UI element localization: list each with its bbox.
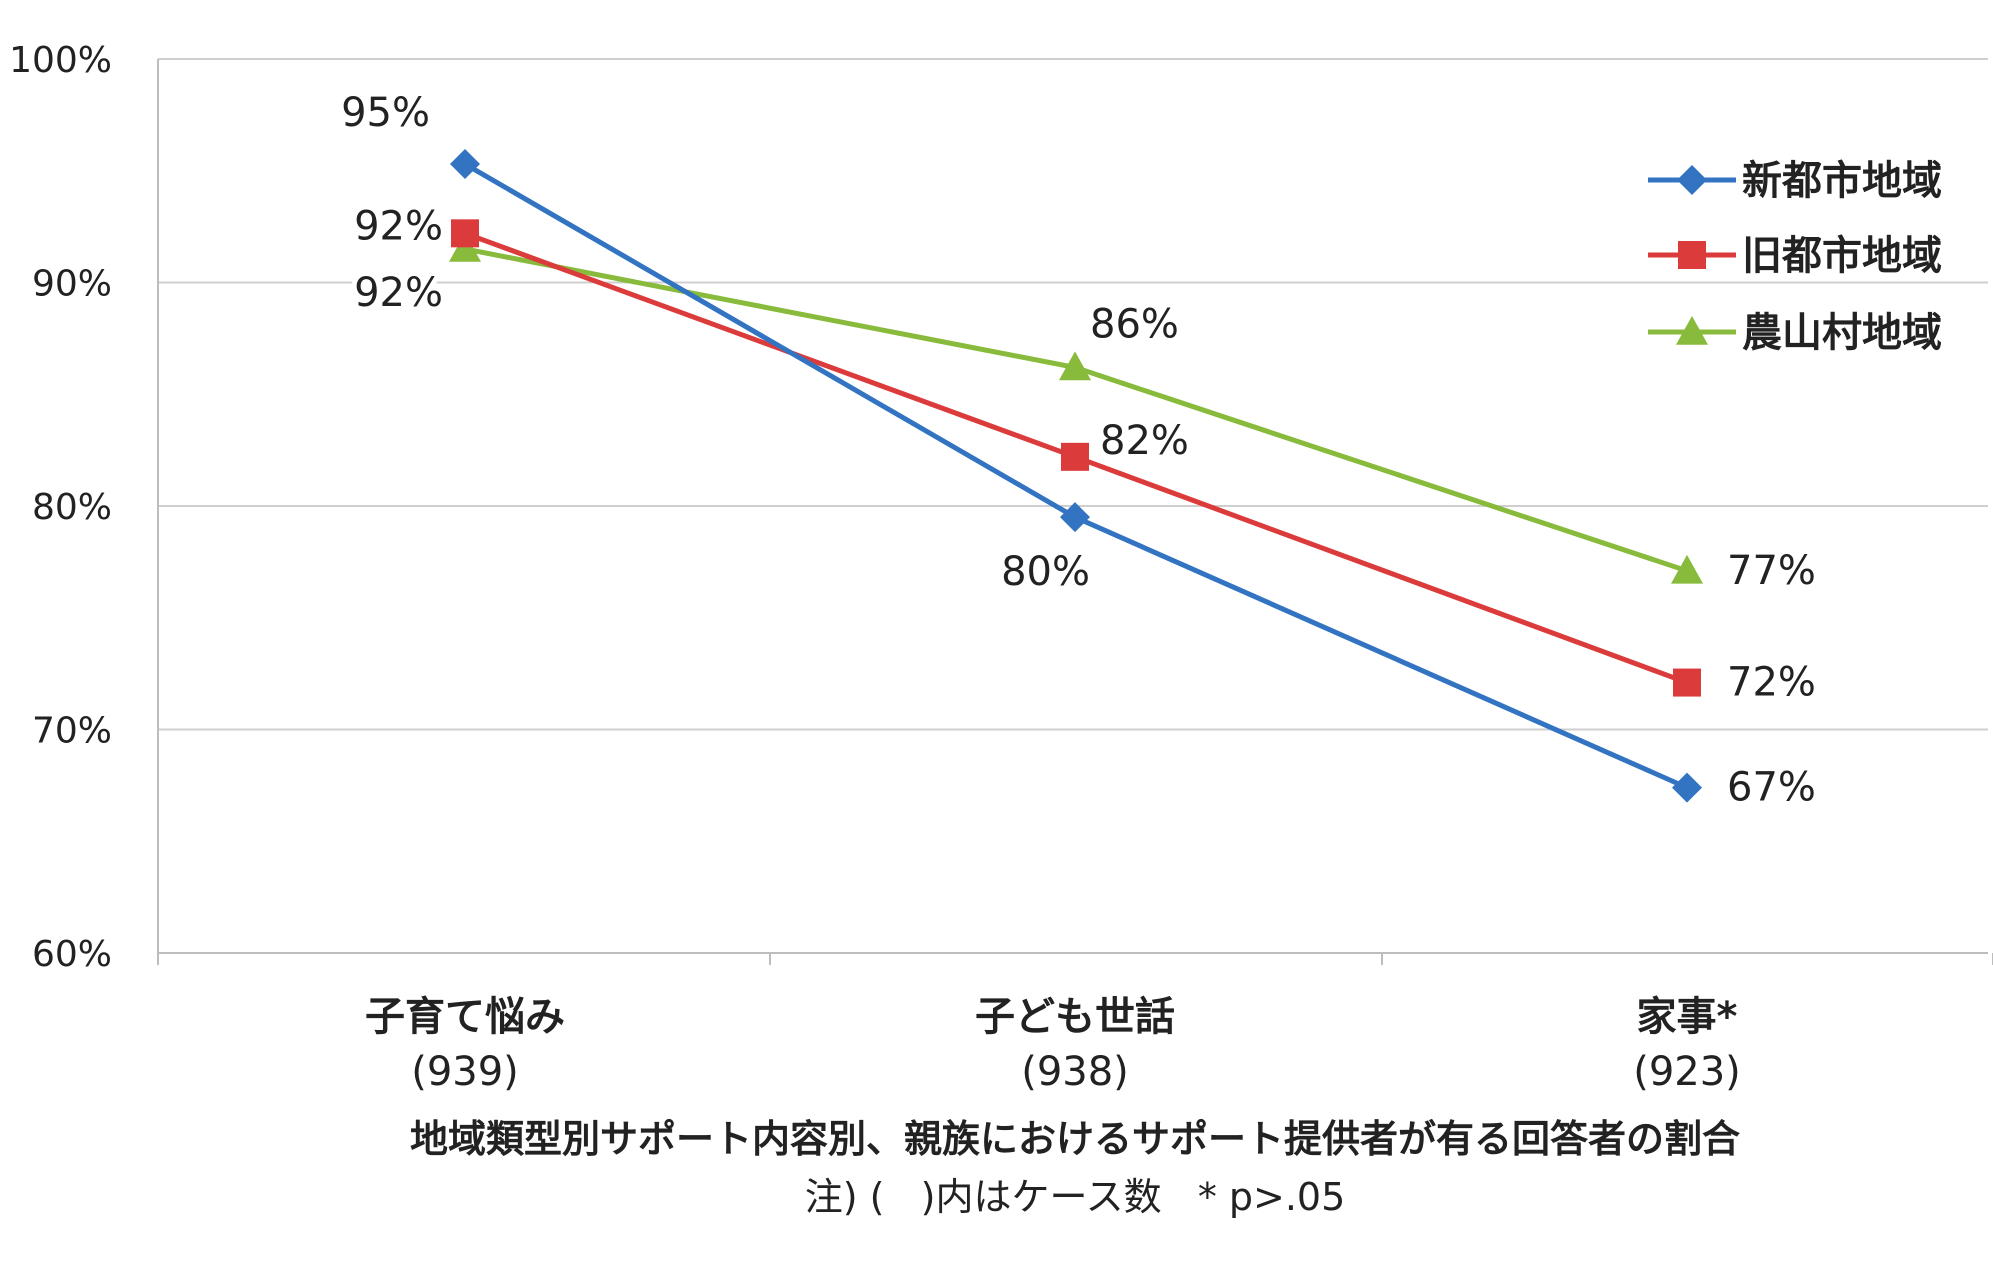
data-point-marker: [1672, 772, 1702, 803]
y-tick-label: 60%: [32, 934, 112, 975]
data-point-marker: [1061, 442, 1089, 471]
data-label: 92%: [354, 203, 443, 249]
data-label: 95%: [341, 90, 430, 136]
x-category-label: 家事*: [1637, 994, 1738, 1040]
data-label: 67%: [1727, 765, 1816, 811]
legend-marker: [1676, 316, 1708, 345]
y-tick-label: 90%: [32, 264, 112, 305]
legend-label: 旧都市地域: [1742, 233, 1942, 279]
data-point-marker: [451, 219, 479, 248]
data-label: 86%: [1090, 301, 1179, 347]
legend-marker: [1678, 241, 1706, 269]
data-point-marker: [1060, 502, 1090, 533]
y-tick-label: 80%: [32, 487, 112, 528]
x-category-label: 子ども世話: [975, 994, 1175, 1040]
y-tick-label: 70%: [32, 711, 112, 752]
x-category-count: (923): [1633, 1049, 1741, 1095]
x-axis: 子育て悩み (939) 子ども世話 (938) 家事* (923): [157, 59, 1993, 1095]
data-label: 82%: [1100, 418, 1189, 464]
data-label: 77%: [1727, 548, 1816, 594]
x-category-count: (939): [411, 1049, 519, 1095]
series-line-1: [463, 161, 1689, 790]
data-label: 92%: [354, 270, 443, 316]
data-point-marker: [450, 149, 480, 180]
legend-marker: [1677, 165, 1707, 195]
series-layer: [449, 149, 1703, 803]
chart-caption: 地域類型別サポート内容別、親族におけるサポート提供者が有る回答者の割合: [410, 1117, 1740, 1161]
data-point-marker: [1671, 554, 1703, 584]
data-labels: 95% 80% 67% 92% 82% 72% 92% 86% 77%: [336, 85, 1821, 816]
data-point-marker: [1059, 351, 1091, 381]
legend-label: 新都市地域: [1742, 158, 1942, 204]
data-label: 72%: [1727, 660, 1816, 706]
x-category-count: (938): [1021, 1049, 1129, 1095]
chart-note: 注) ( )内はケース数 * p>.05: [805, 1175, 1346, 1219]
legend-label: 農山村地域: [1742, 310, 1942, 356]
data-point-marker: [449, 232, 481, 262]
x-category-label: 子育て悩み: [365, 994, 565, 1040]
y-axis-ticks: 100% 90% 80% 70% 60%: [9, 40, 112, 975]
data-point-marker: [1673, 668, 1701, 697]
data-label: 80%: [1001, 549, 1090, 595]
y-tick-label: 100%: [9, 40, 112, 81]
